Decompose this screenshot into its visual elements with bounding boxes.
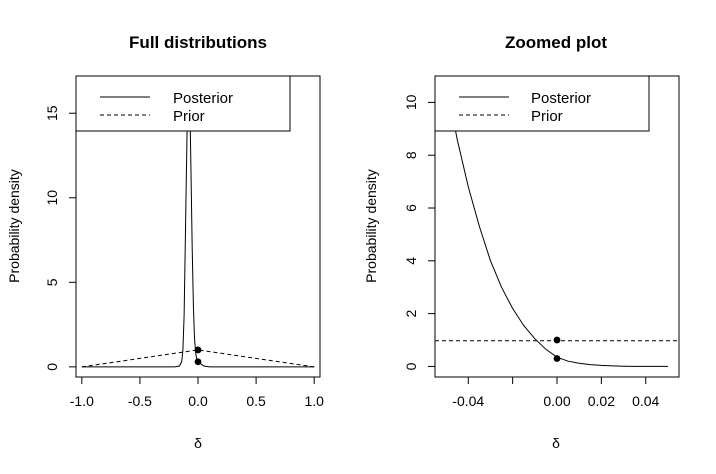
y-tick-label: 5 [44, 278, 60, 286]
chart-zoomed-plot: Zoomed plot -0.04 0.00 0.02 0.04 0 2 4 6 8 10 δ P… [363, 33, 680, 451]
x-tick-label: -1.0 [70, 393, 94, 409]
legend-box [75, 75, 291, 132]
legend: Posterior Prior [434, 75, 650, 132]
y-tick-label: 10 [403, 94, 419, 110]
legend: Posterior Prior [75, 75, 291, 132]
axis-ticks: -0.04 0.00 0.02 0.04 0 2 4 6 8 10 [403, 94, 660, 409]
x-tick-label: 0.5 [246, 393, 266, 409]
x-tick-label: 0.00 [543, 393, 570, 409]
y-tick-label: 10 [44, 190, 60, 206]
y-axis-label: Probability density [363, 169, 379, 283]
legend-box [434, 75, 650, 132]
x-axis-label: δ [552, 435, 560, 451]
legend-label-prior: Prior [173, 108, 205, 125]
data-point [194, 346, 202, 354]
axis-ticks: -1.0 -0.5 0.0 0.5 1.0 0 5 10 15 [44, 105, 324, 409]
chart-title: Zoomed plot [505, 33, 607, 52]
y-axis-label: Probability density [6, 169, 22, 283]
y-tick-label: 4 [403, 257, 419, 265]
y-tick-label: 8 [403, 151, 419, 159]
data-point [553, 336, 561, 344]
x-tick-label: 0.0 [188, 393, 208, 409]
x-tick-label: -0.04 [452, 393, 484, 409]
x-axis-label: δ [194, 435, 202, 451]
legend-label-posterior: Posterior [173, 90, 233, 107]
chart-title: Full distributions [129, 33, 267, 52]
y-tick-label: 2 [403, 310, 419, 318]
x-tick-label: -0.5 [128, 393, 152, 409]
series-line-posterior [444, 76, 668, 367]
y-tick-label: 6 [403, 204, 419, 212]
x-tick-label: 1.0 [304, 393, 324, 409]
y-tick-label: 0 [44, 363, 60, 371]
y-tick-label: 15 [44, 105, 60, 121]
legend-label-posterior: Posterior [531, 90, 591, 107]
x-tick-label: 0.02 [588, 393, 615, 409]
y-tick-label: 0 [403, 362, 419, 370]
data-point [553, 355, 561, 362]
x-tick-label: 0.04 [632, 393, 659, 409]
data-point [194, 358, 202, 366]
chart-full-distributions: Full distributions -1.0 -0.5 0.0 0.5 1.0 0 5 10… [6, 33, 324, 451]
legend-label-prior: Prior [531, 108, 563, 125]
plot-area [435, 76, 679, 367]
